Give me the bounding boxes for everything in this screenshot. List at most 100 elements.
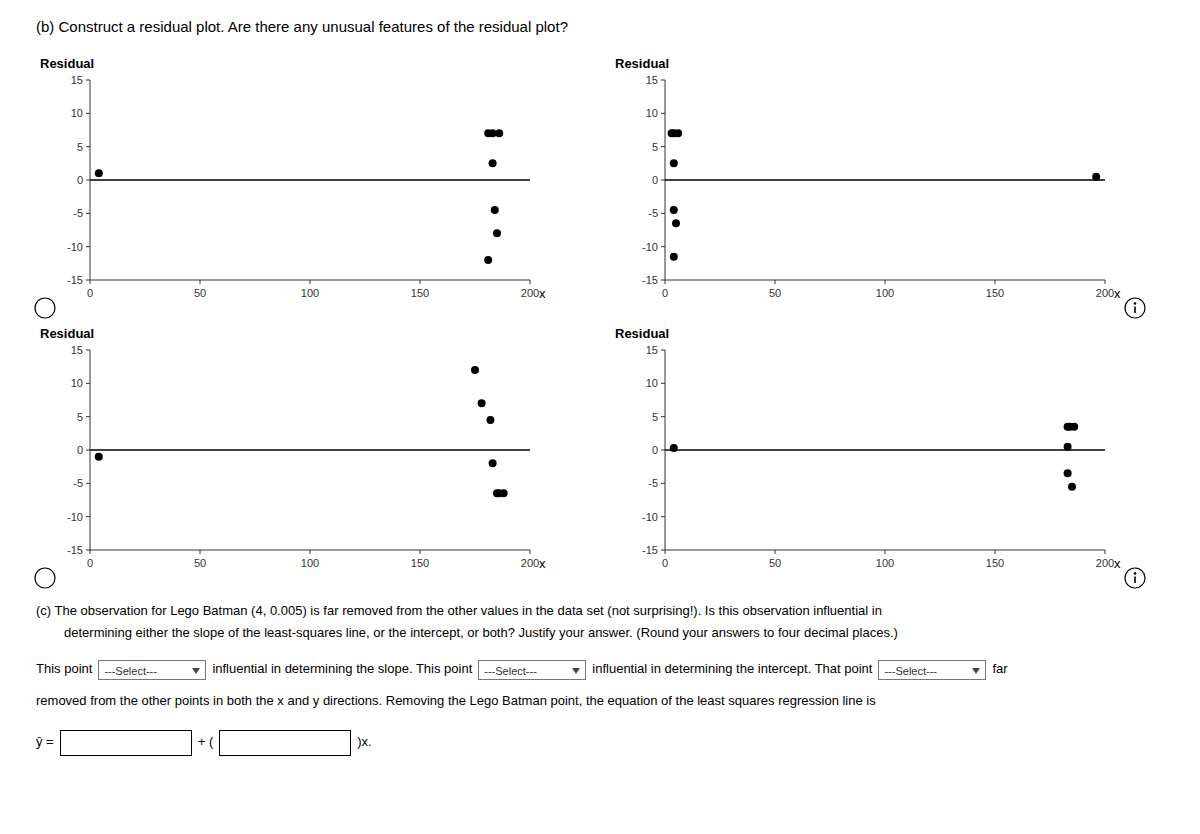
input-box[interactable]	[219, 730, 351, 756]
point	[495, 129, 503, 137]
x-tick-label: 150	[411, 557, 429, 569]
info-icon[interactable]	[1125, 298, 1145, 318]
x-tick-label: 50	[194, 557, 206, 569]
x-tick-label: 50	[769, 557, 781, 569]
equation-line: ŷ =+ ()x.	[36, 728, 372, 756]
y-tick-label: -15	[642, 544, 658, 556]
annotation: removed from the other points in both th…	[36, 693, 876, 708]
y-tick-label: 0	[652, 174, 658, 186]
input-box[interactable]	[60, 730, 192, 756]
y-tick-label: -10	[67, 241, 83, 253]
x-tick-label: 0	[87, 287, 93, 299]
y-tick	[86, 180, 90, 181]
x-tick	[530, 550, 531, 554]
radio-button[interactable]	[35, 298, 55, 318]
x-tick	[420, 550, 421, 554]
zero-line	[90, 449, 530, 451]
y-tick	[86, 213, 90, 214]
y-tick-label: 5	[652, 141, 658, 153]
x-tick	[90, 550, 91, 554]
figure: (b) Construct a residual plot. Are there…	[0, 0, 1200, 834]
annotation: influential in determining the intercept…	[592, 661, 872, 676]
y-tick-label: -5	[73, 207, 83, 219]
y-tick-label: -5	[648, 477, 658, 489]
y-tick	[661, 550, 665, 551]
y-tick	[661, 450, 665, 451]
point	[493, 229, 501, 237]
annotation: + (	[198, 734, 214, 749]
x-tick-label: 100	[876, 287, 894, 299]
x-tick-label: 50	[194, 287, 206, 299]
point	[1064, 469, 1072, 477]
select-box[interactable]: ---Select---	[878, 660, 986, 680]
y-tick	[86, 113, 90, 114]
y-tick-label: -15	[67, 274, 83, 286]
select-caret	[572, 668, 580, 674]
answer-line: This point---Select---influential in det…	[36, 658, 1008, 680]
x-tick-label: 200	[1096, 557, 1114, 569]
select-caret	[192, 668, 200, 674]
point	[670, 444, 678, 452]
y-tick	[661, 383, 665, 384]
info-icon[interactable]	[1125, 568, 1145, 588]
y-tick-label: -5	[73, 477, 83, 489]
y-tick	[86, 416, 90, 417]
y-tick	[661, 246, 665, 247]
points	[668, 129, 1101, 260]
y-tick-label: 0	[77, 174, 83, 186]
point	[1070, 423, 1078, 431]
y-tick	[86, 146, 90, 147]
y-label: Residual	[615, 56, 669, 71]
x-tick	[995, 550, 996, 554]
y-tick	[661, 350, 665, 351]
y-tick-label: 15	[646, 344, 658, 356]
x-tick-label: 150	[986, 557, 1004, 569]
y-tick	[86, 246, 90, 247]
point	[95, 169, 103, 177]
y-tick	[661, 80, 665, 81]
point	[1068, 483, 1076, 491]
x-tick-label: 0	[662, 287, 668, 299]
info-stem	[1134, 577, 1136, 584]
x-tick	[1105, 550, 1106, 554]
x-tick	[885, 280, 886, 284]
point	[674, 129, 682, 137]
annotation: influential in determining the slope. Th…	[212, 661, 472, 676]
x-tick	[90, 280, 91, 284]
select-text: ---Select---	[884, 665, 937, 677]
point	[491, 206, 499, 214]
x-tick-label: 0	[87, 557, 93, 569]
y-tick	[86, 483, 90, 484]
annotation: ŷ =	[36, 734, 54, 749]
caret	[192, 668, 200, 674]
scatter-plot: -15-10-5051015050100150200Residualx	[615, 326, 1145, 588]
point	[500, 489, 508, 497]
y-tick-label: -10	[642, 511, 658, 523]
x-tick-label: 0	[662, 557, 668, 569]
select-box[interactable]: ---Select---	[98, 660, 206, 680]
x-tick-label: 150	[411, 287, 429, 299]
point	[672, 219, 680, 227]
paragraph-line: removed from the other points in both th…	[36, 690, 876, 712]
points	[95, 366, 508, 497]
point	[486, 416, 494, 424]
caret	[972, 668, 980, 674]
y-tick	[86, 80, 90, 81]
radio-button[interactable]	[35, 568, 55, 588]
info-dot	[1134, 572, 1137, 575]
select-box[interactable]: ---Select---	[478, 660, 586, 680]
x-tick	[420, 280, 421, 284]
y-tick-label: 10	[646, 107, 658, 119]
y-tick	[661, 280, 665, 281]
y-label: Residual	[40, 326, 94, 341]
point	[489, 159, 497, 167]
x-tick-label: 100	[301, 557, 319, 569]
x-tick	[530, 280, 531, 284]
point	[1064, 443, 1072, 451]
y-tick	[86, 350, 90, 351]
point	[670, 159, 678, 167]
x-tick	[310, 280, 311, 284]
y-tick-label: -10	[67, 511, 83, 523]
zero-line	[665, 179, 1105, 181]
y-tick-label: 10	[646, 377, 658, 389]
